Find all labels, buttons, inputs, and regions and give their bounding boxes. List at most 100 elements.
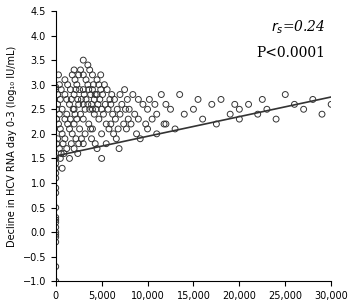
Point	[117, 112, 123, 117]
Point	[75, 151, 81, 156]
Point	[111, 97, 117, 102]
Point	[125, 117, 131, 122]
Point	[53, 85, 59, 90]
Point	[53, 220, 59, 225]
Point	[71, 67, 77, 72]
Point	[209, 102, 215, 107]
Point	[125, 97, 130, 102]
Point	[56, 72, 61, 77]
Point	[67, 102, 72, 107]
Point	[88, 127, 93, 132]
Point	[81, 87, 86, 92]
Point	[53, 87, 59, 92]
Point	[291, 102, 297, 107]
Point	[95, 102, 101, 107]
Point	[89, 107, 95, 112]
Point	[94, 77, 100, 82]
Point	[143, 122, 148, 127]
Point	[136, 97, 141, 102]
Point	[283, 92, 288, 97]
Point	[58, 127, 63, 132]
Point	[53, 264, 59, 269]
Point	[56, 112, 62, 117]
Point	[98, 72, 104, 77]
Point	[137, 136, 143, 141]
Point	[103, 102, 108, 107]
Point	[106, 127, 112, 132]
Point	[99, 132, 104, 136]
Point	[62, 77, 68, 82]
Point	[105, 107, 111, 112]
Point	[72, 77, 78, 82]
Point	[53, 230, 59, 235]
Point	[72, 112, 78, 117]
Point	[103, 141, 109, 146]
Point	[62, 136, 68, 141]
Point	[58, 97, 63, 102]
Point	[69, 141, 74, 146]
Point	[70, 107, 76, 112]
Point	[53, 217, 59, 222]
Point	[181, 112, 187, 117]
Point	[89, 87, 95, 92]
Point	[75, 97, 81, 102]
Point	[147, 97, 152, 102]
Point	[85, 63, 91, 67]
Point	[121, 122, 126, 127]
Point	[55, 92, 60, 97]
Point	[232, 102, 237, 107]
Point	[53, 225, 59, 230]
Point	[92, 92, 98, 97]
Point	[53, 232, 59, 237]
Point	[124, 127, 129, 132]
Point	[81, 72, 86, 77]
Point	[163, 122, 169, 127]
Point	[100, 112, 106, 117]
Point	[130, 92, 136, 97]
Point	[85, 102, 91, 107]
Point	[264, 107, 270, 112]
Point	[154, 112, 159, 117]
Point	[77, 87, 82, 92]
Point	[152, 102, 158, 107]
Point	[54, 141, 60, 146]
Point	[81, 117, 86, 122]
Point	[134, 132, 140, 136]
Point	[53, 171, 59, 176]
Point	[92, 97, 97, 102]
Point	[78, 112, 83, 117]
Point	[161, 122, 167, 127]
Point	[87, 107, 93, 112]
Point	[132, 112, 137, 117]
Point	[62, 92, 68, 97]
Point	[145, 107, 151, 112]
Point	[81, 58, 86, 63]
Point	[218, 97, 224, 102]
Point	[94, 146, 100, 151]
Point	[100, 92, 105, 97]
Point	[97, 97, 103, 102]
Point	[67, 156, 72, 161]
Point	[70, 132, 75, 136]
Point	[53, 156, 59, 161]
Point	[56, 82, 62, 87]
Point	[172, 127, 178, 132]
Point	[64, 97, 70, 102]
Y-axis label: Decline in HCV RNA day 0-3 (log₁₀ IU/mL): Decline in HCV RNA day 0-3 (log₁₀ IU/mL)	[7, 46, 17, 247]
Point	[81, 92, 87, 97]
Point	[64, 112, 70, 117]
Point	[86, 122, 92, 127]
Point	[70, 72, 75, 77]
Point	[107, 97, 113, 102]
Point	[163, 102, 169, 107]
Point	[56, 122, 61, 127]
Point	[214, 122, 219, 127]
Point	[108, 102, 114, 107]
Point	[145, 127, 151, 132]
Point	[62, 117, 68, 122]
Text: $r_s$=0.24: $r_s$=0.24	[271, 19, 326, 36]
Point	[113, 117, 118, 122]
Point	[260, 97, 265, 102]
Point	[99, 107, 104, 112]
Point	[255, 112, 261, 117]
